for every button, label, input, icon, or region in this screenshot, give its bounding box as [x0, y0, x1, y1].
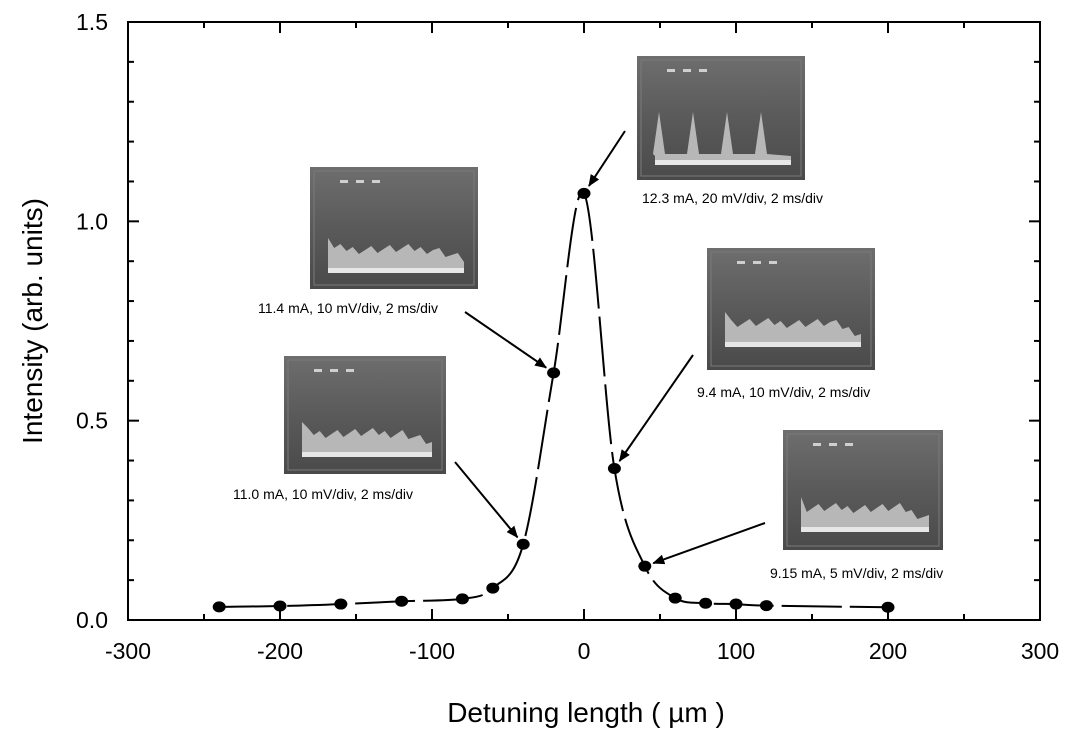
data-point: [395, 595, 409, 607]
annotation-label-9-15ma: 9.15 mA, 5 mV/div, 2 ms/div: [770, 565, 943, 581]
x-tick-label: -200: [257, 638, 303, 664]
data-point: [334, 598, 348, 610]
data-point: [638, 560, 652, 572]
x-tick-label: 300: [1021, 638, 1059, 664]
data-point: [881, 601, 895, 613]
oscilloscope-inset: [707, 248, 875, 370]
oscilloscope-inset: [637, 56, 805, 180]
y-tick-label: 0.0: [76, 607, 108, 633]
x-axis-title: Detuning length ( µm ): [447, 697, 725, 728]
oscilloscope-inset: [310, 167, 478, 289]
data-point: [699, 597, 713, 609]
y-tick-label: 1.0: [76, 208, 108, 234]
data-point: [273, 600, 287, 612]
x-tick-label: -100: [409, 638, 455, 664]
annotation-arrow: [588, 130, 626, 187]
data-point: [486, 582, 500, 594]
annotation-label-9-4ma: 9.4 mA, 10 mV/div, 2 ms/div: [697, 384, 870, 400]
oscilloscope-inset: [783, 430, 943, 550]
data-point: [212, 601, 226, 613]
annotation-label-12-3ma: 12.3 mA, 20 mV/div, 2 ms/div: [642, 190, 823, 206]
data-point: [668, 592, 682, 604]
x-tick-labels: -300 -200 -100 0 100 200 300: [105, 638, 1059, 664]
annotation-arrow: [652, 522, 766, 565]
x-tick-label: 100: [717, 638, 755, 664]
data-point: [759, 600, 773, 612]
data-point: [547, 367, 561, 379]
oscilloscope-insets: [284, 56, 943, 550]
data-point: [607, 463, 621, 475]
axis-ticks: [127, 21, 1041, 621]
data-point: [577, 187, 591, 199]
data-point: [455, 593, 469, 605]
annotation-arrow: [464, 311, 548, 369]
annotation-arrow: [618, 354, 694, 462]
y-tick-label: 1.5: [76, 9, 108, 35]
annotation-label-11-0ma: 11.0 mA, 10 mV/div, 2 ms/div: [233, 486, 413, 502]
y-tick-labels: 0.0 0.5 1.0 1.5: [76, 9, 108, 633]
x-tick-label: 200: [869, 638, 907, 664]
data-points: [212, 187, 895, 613]
annotation-labels: 12.3 mA, 20 mV/div, 2 ms/div 11.4 mA, 10…: [233, 190, 943, 581]
annotation-label-11-4ma: 11.4 mA, 10 mV/div, 2 ms/div: [258, 300, 438, 316]
y-tick-label: 0.5: [76, 408, 108, 434]
y-axis-title: Intensity (arb. units): [17, 198, 48, 444]
oscilloscope-inset: [284, 356, 446, 474]
annotation-arrow: [454, 461, 519, 539]
data-point: [729, 598, 743, 610]
x-tick-label: 0: [578, 638, 591, 664]
x-tick-label: -300: [105, 638, 151, 664]
data-point: [516, 538, 530, 550]
annotation-arrows: [454, 130, 766, 565]
